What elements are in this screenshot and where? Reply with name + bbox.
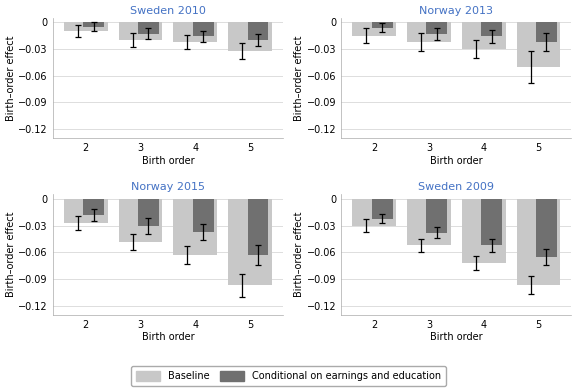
- Bar: [193, 22, 213, 36]
- Bar: [174, 199, 217, 255]
- Bar: [462, 199, 505, 263]
- Bar: [193, 199, 213, 232]
- Bar: [64, 22, 107, 31]
- Bar: [174, 22, 217, 42]
- Bar: [426, 199, 447, 233]
- Bar: [138, 199, 159, 226]
- Bar: [83, 22, 104, 27]
- Bar: [248, 22, 268, 40]
- Bar: [353, 22, 396, 36]
- Bar: [407, 22, 451, 42]
- Bar: [481, 199, 502, 245]
- Bar: [426, 22, 447, 34]
- Bar: [119, 22, 162, 40]
- X-axis label: Birth order: Birth order: [430, 332, 483, 343]
- Bar: [228, 22, 272, 51]
- Y-axis label: Birth–order effect: Birth–order effect: [6, 212, 16, 298]
- Title: Norway 2013: Norway 2013: [419, 5, 493, 16]
- Bar: [372, 22, 392, 27]
- Title: Norway 2015: Norway 2015: [131, 182, 205, 192]
- Bar: [407, 199, 451, 245]
- Legend: Baseline, Conditional on earnings and education: Baseline, Conditional on earnings and ed…: [132, 366, 445, 386]
- Bar: [138, 22, 159, 34]
- Bar: [248, 199, 268, 255]
- Bar: [517, 22, 560, 67]
- X-axis label: Birth order: Birth order: [430, 156, 483, 166]
- Bar: [536, 199, 557, 257]
- Bar: [536, 22, 557, 42]
- Y-axis label: Birth–order effect: Birth–order effect: [294, 35, 304, 120]
- Bar: [64, 199, 107, 223]
- Bar: [83, 199, 104, 215]
- Bar: [119, 199, 162, 242]
- Bar: [462, 22, 505, 49]
- Bar: [228, 199, 272, 285]
- X-axis label: Birth order: Birth order: [141, 332, 194, 343]
- Title: Sweden 2009: Sweden 2009: [418, 182, 494, 192]
- Bar: [353, 199, 396, 226]
- Bar: [517, 199, 560, 285]
- Title: Sweden 2010: Sweden 2010: [130, 5, 206, 16]
- X-axis label: Birth order: Birth order: [141, 156, 194, 166]
- Y-axis label: Birth–order effect: Birth–order effect: [6, 35, 16, 120]
- Bar: [372, 199, 392, 219]
- Y-axis label: Birth–order effect: Birth–order effect: [294, 212, 304, 298]
- Bar: [481, 22, 502, 36]
